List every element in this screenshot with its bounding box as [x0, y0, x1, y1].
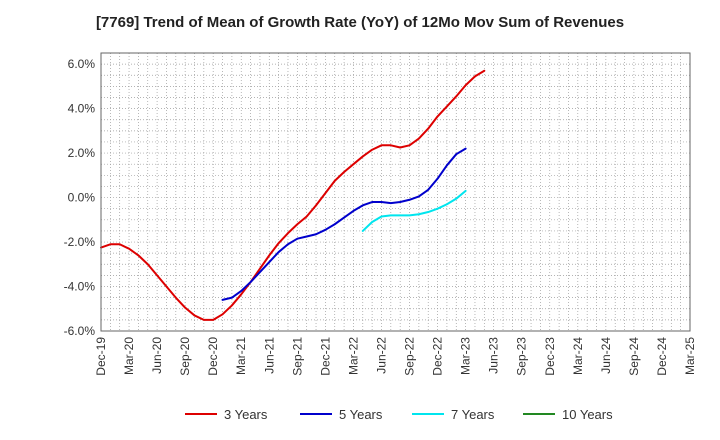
x-tick-label: Mar-24 [571, 337, 585, 375]
grid-layer [101, 53, 690, 331]
y-tick-label: 2.0% [68, 146, 96, 160]
y-tick-label: -6.0% [64, 324, 96, 338]
legend-label: 3 Years [224, 407, 268, 422]
x-tick-label: Jun-20 [150, 337, 164, 374]
x-tick-label: Jun-23 [487, 337, 501, 374]
series-line-5-years [221, 147, 467, 301]
x-tick-label: Mar-21 [234, 337, 248, 375]
x-tick-label: Jun-21 [262, 337, 276, 374]
x-tick-label: Dec-23 [543, 337, 557, 376]
plot-frame [100, 52, 691, 332]
legend: 3 Years 5 Years 7 Years 10 Years [185, 407, 613, 422]
series-line-3-years [100, 69, 486, 321]
x-tick-label: Jun-24 [599, 337, 613, 374]
x-tick-label: Mar-20 [122, 337, 136, 375]
y-tick-label: 4.0% [68, 102, 96, 116]
x-tick-label: Mar-22 [346, 337, 360, 375]
y-axis: -6.0% -4.0% -2.0% 0.0% 2.0% 4.0% 6.0% [64, 57, 96, 338]
x-axis: Dec-19 Mar-20 Jun-20 Sep-20 Dec-20 Mar-21 Jun-… [94, 337, 697, 376]
chart-title: [7769] Trend of Mean of Growth Rate (YoY… [95, 14, 625, 31]
x-tick-label: Mar-23 [459, 337, 473, 375]
y-tick-label: 6.0% [68, 57, 96, 71]
x-tick-label: Mar-25 [683, 337, 697, 375]
x-tick-label: Dec-24 [655, 337, 669, 376]
y-tick-label: 0.0% [68, 191, 96, 205]
x-tick-label: Sep-22 [403, 337, 417, 376]
y-tick-label: -4.0% [64, 280, 96, 294]
x-tick-label: Sep-20 [178, 337, 192, 376]
legend-label: 7 Years [451, 407, 495, 422]
x-tick-label: Sep-21 [290, 337, 304, 376]
y-tick-label: -2.0% [64, 235, 96, 249]
x-tick-label: Sep-24 [627, 337, 641, 376]
series-line-7-years [361, 189, 467, 232]
x-tick-label: Dec-22 [431, 337, 445, 376]
x-tick-label: Dec-19 [94, 337, 108, 376]
x-tick-label: Jun-22 [374, 337, 388, 374]
x-tick-label: Dec-21 [318, 337, 332, 376]
x-tick-label: Dec-20 [206, 337, 220, 376]
series-layer [100, 69, 486, 321]
x-tick-label: Sep-23 [515, 337, 529, 376]
legend-label: 10 Years [562, 407, 613, 422]
legend-label: 5 Years [339, 407, 383, 422]
